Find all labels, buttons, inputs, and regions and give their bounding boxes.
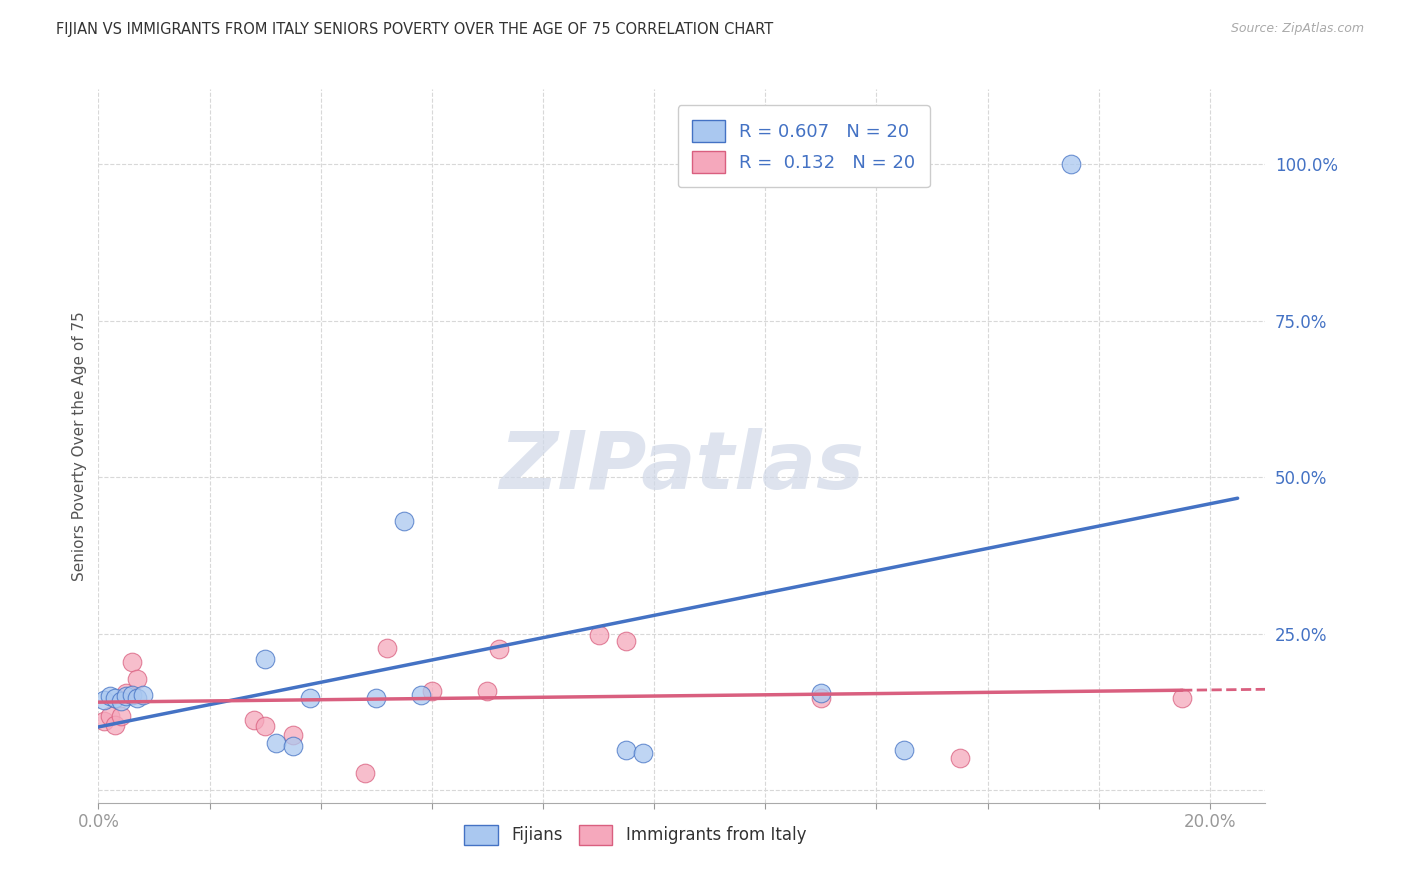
Point: [243, 713, 266, 727]
Point: [893, 742, 915, 756]
Point: [110, 694, 132, 708]
Point: [377, 640, 399, 655]
Text: Source: ZipAtlas.com: Source: ZipAtlas.com: [1230, 22, 1364, 36]
Point: [488, 642, 510, 657]
Point: [98, 709, 121, 723]
Point: [810, 690, 832, 705]
Point: [121, 655, 143, 669]
Point: [132, 688, 155, 702]
Legend: Fijians, Immigrants from Italy: Fijians, Immigrants from Italy: [457, 818, 813, 852]
Point: [810, 686, 832, 700]
Point: [420, 684, 443, 698]
Point: [264, 736, 287, 750]
Point: [98, 690, 121, 704]
Text: FIJIAN VS IMMIGRANTS FROM ITALY SENIORS POVERTY OVER THE AGE OF 75 CORRELATION C: FIJIAN VS IMMIGRANTS FROM ITALY SENIORS …: [56, 22, 773, 37]
Point: [93, 692, 115, 706]
Point: [366, 690, 388, 705]
Point: [1060, 157, 1083, 171]
Point: [949, 750, 972, 764]
Point: [254, 652, 277, 666]
Point: [115, 690, 138, 704]
Point: [127, 672, 149, 686]
Point: [409, 688, 432, 702]
Text: ZIPatlas: ZIPatlas: [499, 428, 865, 507]
Point: [1171, 690, 1194, 705]
Point: [477, 684, 499, 698]
Point: [104, 690, 127, 705]
Point: [93, 714, 115, 729]
Point: [392, 514, 415, 528]
Point: [121, 688, 143, 702]
Y-axis label: Seniors Poverty Over the Age of 75: Seniors Poverty Over the Age of 75: [72, 311, 87, 581]
Point: [281, 739, 304, 754]
Point: [115, 686, 138, 700]
Point: [254, 719, 277, 733]
Point: [127, 690, 149, 705]
Point: [614, 634, 637, 648]
Point: [104, 717, 127, 731]
Point: [614, 742, 637, 756]
Point: [631, 746, 654, 760]
Point: [110, 709, 132, 723]
Point: [298, 690, 321, 705]
Point: [281, 728, 304, 742]
Point: [354, 765, 377, 780]
Point: [588, 628, 610, 642]
